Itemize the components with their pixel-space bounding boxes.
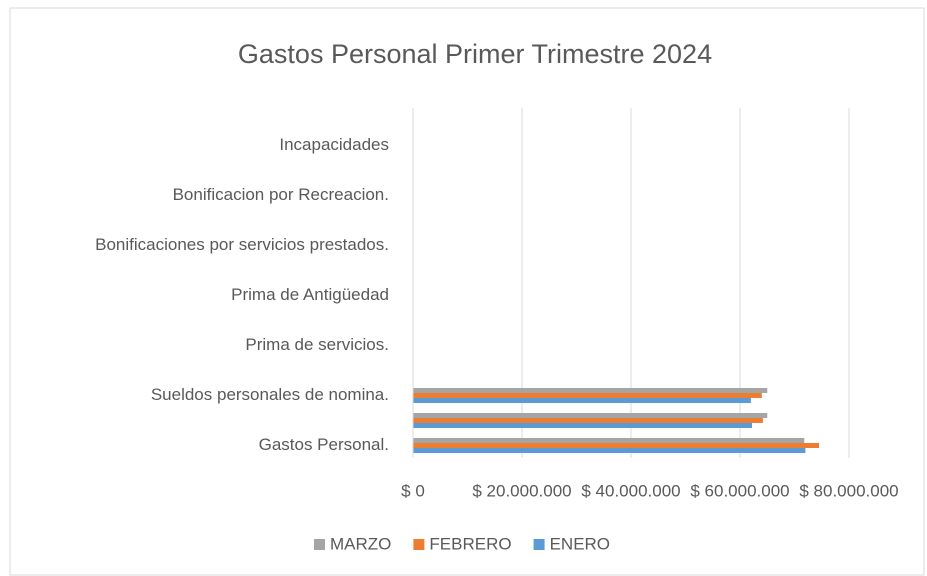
x-tick-label: $ 80.000.000 <box>799 481 898 500</box>
y-tick-label: Gastos Personal. <box>259 435 389 454</box>
legend-label: ENERO <box>550 534 610 553</box>
y-tick-label: Bonificacion por Recreacion. <box>173 185 389 204</box>
y-tick-label: Incapacidades <box>279 135 389 154</box>
bar <box>413 388 768 393</box>
bar <box>413 448 806 453</box>
bar <box>413 438 805 443</box>
legend-label: MARZO <box>330 534 391 553</box>
bar <box>413 393 762 398</box>
chart-title: Gastos Personal Primer Trimestre 2024 <box>238 39 712 69</box>
y-tick-label: Prima de servicios. <box>245 335 389 354</box>
legend-swatch <box>413 539 425 550</box>
legend-swatch <box>314 539 325 550</box>
x-tick-label: $ 40.000.000 <box>581 481 680 500</box>
bar <box>413 423 752 428</box>
x-tick-label: $ 20.000.000 <box>472 481 571 500</box>
x-tick-label: $ 60.000.000 <box>690 481 789 500</box>
bar <box>413 413 768 418</box>
legend-swatch <box>533 539 545 550</box>
legend-label: FEBRERO <box>429 534 511 553</box>
y-tick-label: Bonificaciones por servicios prestados. <box>95 235 389 254</box>
bar <box>413 443 820 448</box>
bar <box>413 418 763 423</box>
y-tick-label: Sueldos personales de nomina. <box>151 385 389 404</box>
chart-frame <box>9 7 925 576</box>
y-tick-label: Prima de Antigüedad <box>231 285 389 304</box>
bar <box>413 398 751 403</box>
x-tick-label: $ 0 <box>401 481 425 500</box>
